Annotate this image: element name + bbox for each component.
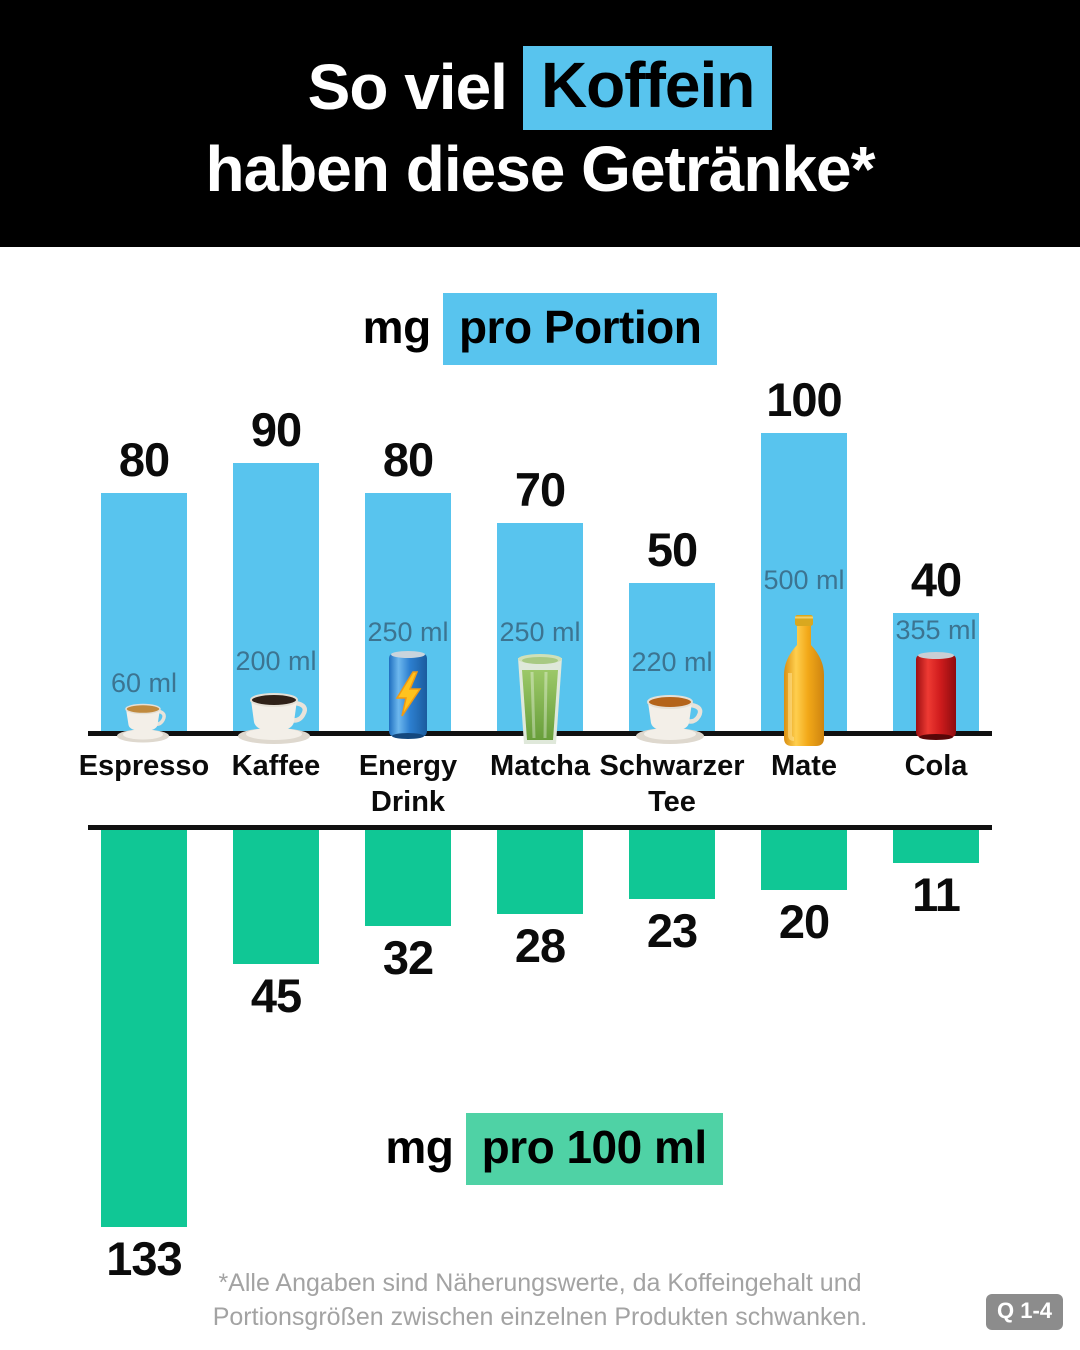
- caption-pro-100ml: pro 100 ml: [465, 1113, 723, 1185]
- axis-line-bottom: [88, 825, 992, 830]
- portion-value: 80: [118, 433, 170, 486]
- serving-size-label: 60 ml: [110, 668, 178, 698]
- matcha-glass-icon: [512, 652, 568, 753]
- per100-bar: [893, 830, 979, 863]
- caption-mg-top: mg: [362, 301, 432, 353]
- mate-bottle-icon: [778, 613, 830, 754]
- serving-size-label: 250 ml: [499, 617, 581, 647]
- per100-value: 45: [250, 969, 302, 1022]
- serving-size-label: 250 ml: [367, 617, 449, 647]
- coffee-cup-icon: [233, 683, 319, 750]
- portion-value: 70: [514, 463, 566, 516]
- per100-value: 11: [912, 868, 961, 921]
- column-energy-drink: 80 250 ml Energy Drink 32: [323, 0, 493, 1350]
- axis-caption-per100: mg pro 100 ml: [14, 1113, 1080, 1185]
- cola-can-icon: [911, 648, 961, 747]
- footnote-line-2: Portionsgrößen zwischen einzelnen Produk…: [212, 1303, 868, 1331]
- per100-bar: [629, 830, 715, 899]
- title-highlight-koffein: Koffein: [522, 46, 773, 130]
- black-tea-cup-icon: [631, 687, 713, 750]
- per100-value: 28: [514, 919, 566, 972]
- serving-size-label: 220 ml: [631, 647, 713, 677]
- serving-size-label: 355 ml: [895, 615, 977, 645]
- drink-name: Kaffee: [231, 750, 321, 782]
- per100-value: 23: [646, 904, 698, 957]
- per100-value: 20: [778, 895, 830, 948]
- per100-bar: [497, 830, 583, 914]
- footnote: *Alle Angaben sind Näherungswerte, da Ko…: [0, 1266, 1080, 1334]
- per100-bar: [101, 830, 187, 1227]
- drink-name: Schwarzer Tee: [599, 750, 745, 818]
- portion-value: 90: [250, 403, 302, 456]
- portion-value: 80: [382, 433, 434, 486]
- serving-size-label: 500 ml: [763, 565, 845, 595]
- caption-pro-portion: pro Portion: [442, 293, 718, 365]
- drink-name: Energy Drink: [358, 750, 458, 818]
- drink-name: Mate: [770, 750, 838, 782]
- column-espresso: 80 60 ml Espresso 133: [59, 0, 229, 1350]
- serving-size-label: 200 ml: [235, 646, 317, 676]
- column-matcha: 70 250 ml Matcha 28: [455, 0, 625, 1350]
- column-kaffee: 90 200 ml Kaffee 45: [191, 0, 361, 1350]
- per100-value: 133: [106, 1232, 182, 1285]
- espresso-cup-icon: [113, 695, 175, 748]
- column-mate: 100 500 ml Mate 20: [719, 0, 889, 1350]
- caption-mg-bottom: mg: [385, 1121, 454, 1173]
- per100-bar: [233, 830, 319, 964]
- title-line-1: So viel Koffein: [307, 46, 773, 130]
- energy-drink-can-icon: [384, 648, 432, 745]
- drink-name: Matcha: [490, 750, 590, 782]
- column-cola: 40 355 ml Cola 11: [851, 0, 1021, 1350]
- portion-value: 50: [646, 523, 698, 576]
- drink-name: Espresso: [78, 750, 210, 782]
- footnote-line-1: *Alle Angaben sind Näherungswerte, da Ko…: [218, 1269, 862, 1297]
- column-schwarzer-tee: 50 220 ml Schwarzer Tee 23: [587, 0, 757, 1350]
- portion-value: 100: [766, 373, 842, 426]
- source-badge: Q 1-4: [986, 1294, 1064, 1330]
- title-line-2: haben diese Getränke*: [205, 132, 875, 205]
- header: So viel Koffein haben diese Getränke*: [0, 0, 1080, 247]
- axis-caption-portion: mg pro Portion: [0, 293, 1080, 365]
- per100-bar: [761, 830, 847, 890]
- per100-bar: [365, 830, 451, 926]
- drink-name: Cola: [904, 750, 968, 782]
- portion-value: 40: [910, 553, 962, 606]
- title-prefix: So viel: [307, 51, 508, 124]
- portion-bar: [233, 463, 319, 733]
- portion-bar: [101, 493, 187, 733]
- per100-value: 32: [382, 931, 434, 984]
